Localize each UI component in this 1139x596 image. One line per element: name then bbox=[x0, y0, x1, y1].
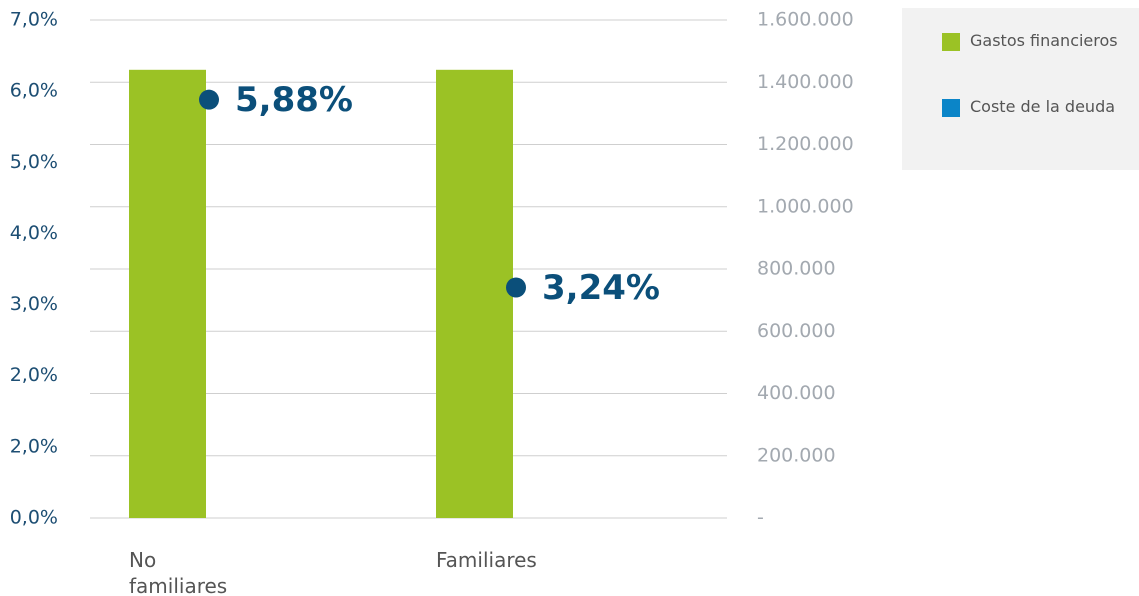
legend-item: Coste de la deuda bbox=[942, 96, 1120, 118]
dot bbox=[199, 89, 219, 110]
data-label: 3,24% bbox=[542, 268, 660, 308]
legend-item: Gastos financieros bbox=[942, 30, 1120, 52]
dot bbox=[506, 277, 526, 298]
legend-swatch bbox=[942, 33, 960, 51]
y2-tick-label: 1.600.000 bbox=[757, 9, 854, 31]
y2-tick-label: 800.000 bbox=[757, 258, 836, 280]
y-tick-label: 3,0% bbox=[10, 293, 58, 315]
y2-tick-label: 600.000 bbox=[757, 320, 836, 342]
y2-tick-label: 400.000 bbox=[757, 382, 836, 404]
y-tick-label: 7,0% bbox=[10, 9, 58, 31]
y2-tick-label: 1.200.000 bbox=[757, 133, 854, 155]
y-tick-label: 5,0% bbox=[10, 151, 58, 173]
x-tick-label: Familiares bbox=[436, 548, 537, 572]
y-tick-label: 4,0% bbox=[10, 222, 58, 244]
y2-tick-label: 1.400.000 bbox=[757, 71, 854, 93]
legend: Gastos financieros Coste de la deuda bbox=[902, 8, 1139, 170]
data-label: 5,88% bbox=[235, 80, 353, 120]
y2-tick-label: - bbox=[757, 507, 764, 529]
legend-label: Gastos financieros bbox=[970, 31, 1118, 50]
legend-label: Coste de la deuda bbox=[970, 97, 1116, 116]
y2-tick-label: 200.000 bbox=[757, 444, 836, 466]
bar bbox=[436, 69, 513, 519]
y2-tick-label: 1.000.000 bbox=[757, 195, 854, 217]
y-tick-label: 0,0% bbox=[10, 507, 58, 529]
bar bbox=[129, 69, 206, 519]
legend-swatch bbox=[942, 99, 960, 117]
y-tick-label: 2,0% bbox=[10, 435, 58, 457]
x-tick-label: No familiares bbox=[129, 548, 228, 596]
y-tick-label: 6,0% bbox=[10, 80, 58, 102]
y-tick-label: 2,0% bbox=[10, 364, 58, 386]
